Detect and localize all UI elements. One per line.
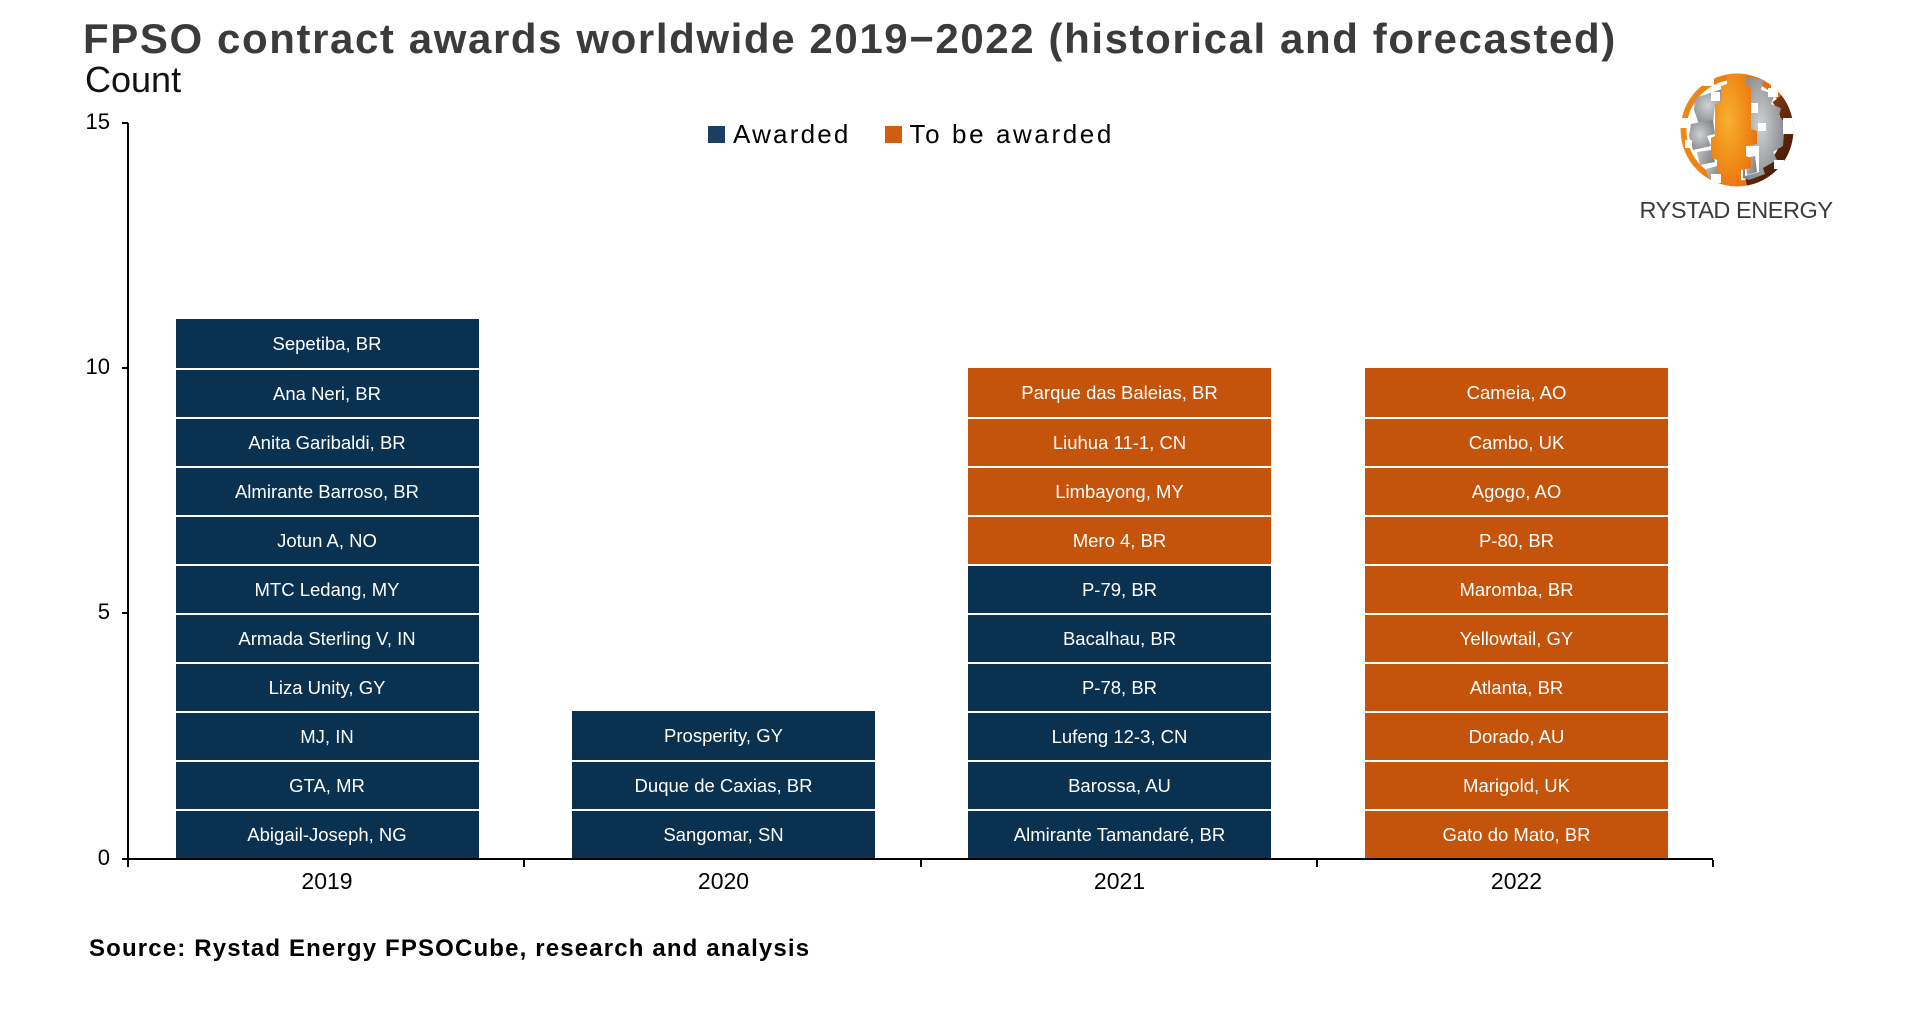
svg-text:RYSTAD ENERGY: RYSTAD ENERGY [1640, 197, 1834, 223]
